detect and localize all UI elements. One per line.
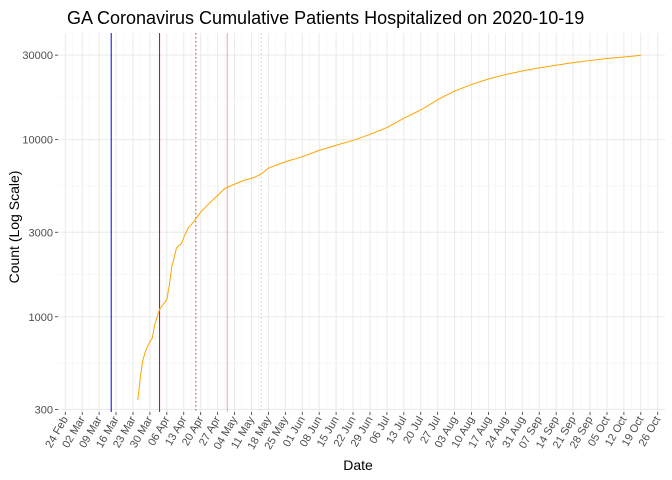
x-axis-title: Date: [343, 457, 373, 473]
y-axis-ticks: 300 1000 3000 10000 30000: [22, 50, 58, 416]
series-layer: [137, 54, 641, 400]
y-tick-label: 3000: [29, 227, 53, 239]
y-tick-label: 1000: [29, 312, 53, 324]
reference-lines: [110, 33, 262, 412]
chart-title: GA Coronavirus Cumulative Patients Hospi…: [67, 8, 584, 28]
y-axis-title: Count (Log Scale): [6, 171, 22, 284]
series-line: [137, 54, 641, 400]
y-tick-label: 10000: [22, 135, 53, 147]
y-tick-label: 30000: [22, 50, 53, 62]
y-tick-label: 300: [35, 404, 53, 416]
gridlines: [58, 33, 665, 412]
